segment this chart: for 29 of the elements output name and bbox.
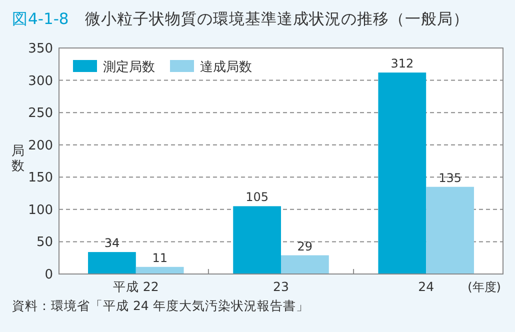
y-tick-label: 250: [28, 106, 53, 122]
y-tick-label: 300: [28, 74, 53, 89]
bar: [233, 206, 281, 274]
chart-title: 図4-1-8 微小粒子状物質の環境基準達成状況の推移（一般局）: [12, 10, 469, 28]
data-label: 135: [438, 170, 462, 185]
x-axis-title: (年度): [468, 280, 501, 294]
y-tick-label: 0: [44, 268, 53, 282]
y-tick-label: 100: [28, 202, 53, 218]
x-tick-label: 24: [418, 279, 434, 294]
data-label: 34: [104, 236, 120, 250]
data-label: 105: [246, 190, 269, 204]
y-tick-label: 350: [28, 42, 53, 56]
text: 資料：環境省「平成 24 年度大気汚染状況報告書」: [12, 298, 309, 313]
data-label: 11: [152, 250, 168, 265]
bar: [281, 255, 329, 274]
y-tick-label: 50: [36, 235, 53, 250]
y-tick-label: 200: [28, 138, 53, 154]
bar: [378, 72, 426, 274]
bar: [426, 186, 474, 274]
y-axis-title: 局数: [12, 144, 24, 174]
bar: [136, 266, 184, 274]
x-tick-label: 平成 22: [112, 279, 159, 294]
data-label: 312: [390, 56, 414, 71]
data-label: 29: [297, 239, 313, 254]
bar: [88, 252, 136, 274]
legend-label: 測定局数: [103, 60, 155, 75]
legend-label: 達成局数: [200, 60, 252, 75]
y-tick-label: 150: [28, 170, 53, 186]
x-tick-label: 23: [273, 279, 289, 294]
